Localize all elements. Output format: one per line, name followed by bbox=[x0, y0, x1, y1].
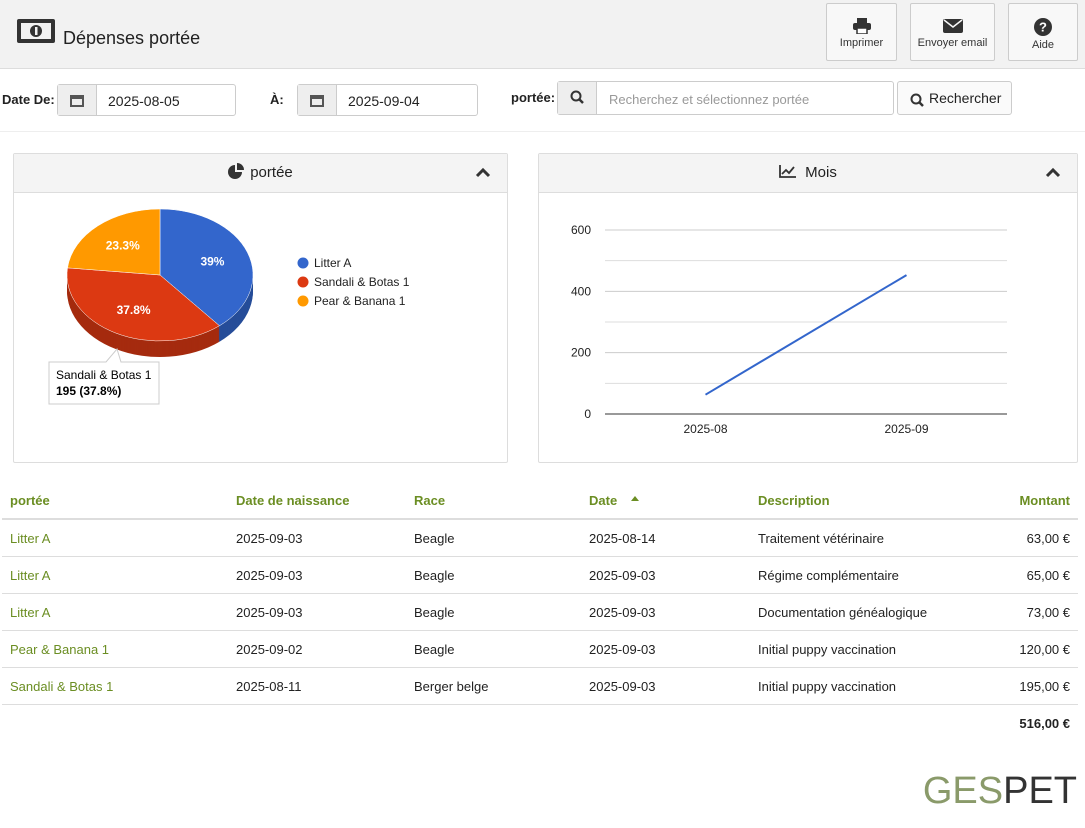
logo-part: PET bbox=[1003, 770, 1077, 812]
pie-panel: portée bbox=[13, 153, 508, 463]
line-icon bbox=[779, 165, 797, 178]
collapse-icon[interactable] bbox=[475, 167, 491, 178]
table-cell: 73,00 € bbox=[1026, 605, 1070, 620]
collapse-icon[interactable] bbox=[1045, 167, 1061, 178]
filter-label: À: bbox=[270, 92, 284, 107]
filter-label: portée: bbox=[511, 90, 556, 105]
sort-arrow bbox=[631, 496, 639, 501]
total-amount: 516,00 € bbox=[1019, 716, 1070, 731]
panel-title: Mois bbox=[805, 164, 837, 181]
pie-icon bbox=[228, 163, 245, 179]
email-button[interactable]: Envoyer email bbox=[910, 3, 995, 61]
email-icon bbox=[942, 19, 963, 33]
column-header[interactable]: Montant bbox=[1019, 493, 1070, 508]
button-label: Envoyer email bbox=[917, 37, 988, 49]
column-header[interactable]: Description bbox=[758, 493, 830, 508]
svg-text:?: ? bbox=[1039, 20, 1047, 35]
print-button[interactable]: Imprimer bbox=[826, 3, 897, 61]
table-cell: 2025-09-03 bbox=[236, 605, 303, 620]
table-row: Litter A 2025-09-03 Beagle 2025-08-14 Traite… bbox=[2, 520, 1078, 557]
litter-link[interactable]: Litter A bbox=[10, 605, 51, 620]
column-header[interactable]: Race bbox=[414, 493, 446, 508]
logo-part: GES bbox=[922, 770, 1004, 812]
table-cell: Documentation généalogique bbox=[758, 605, 928, 620]
calendar-addon bbox=[58, 85, 97, 115]
table-cell: 2025-09-03 bbox=[589, 642, 656, 657]
total-row: 516,00 € bbox=[2, 705, 1078, 741]
date-value: 2025-09-04 bbox=[348, 93, 420, 109]
divider bbox=[0, 131, 1085, 132]
table-cell: 2025-08-11 bbox=[236, 679, 302, 694]
table-cell: 2025-09-02 bbox=[236, 642, 303, 657]
line-panel: Mois bbox=[538, 153, 1078, 463]
table-cell: 65,00 € bbox=[1026, 568, 1070, 583]
litter-link[interactable]: Litter A bbox=[10, 531, 51, 546]
litter-link[interactable]: Litter A bbox=[10, 568, 51, 583]
table-row: Sandali & Botas 1 2025-08-11 Berger belge 2… bbox=[2, 668, 1078, 705]
calendar-addon bbox=[298, 85, 337, 115]
litter-search-input[interactable]: Recherchez et sélectionnez portée bbox=[557, 81, 894, 115]
expense-table: portée Date de naissance Race Date Descripti… bbox=[2, 482, 1078, 741]
help-button[interactable]: ? Aide bbox=[1008, 3, 1078, 61]
column-header[interactable]: portée bbox=[10, 493, 50, 508]
table-cell: 2025-09-03 bbox=[589, 568, 656, 583]
table-row: Litter A 2025-09-03 Beagle 2025-09-03 Docume… bbox=[2, 594, 1078, 631]
table-cell: Traitement vétérinaire bbox=[758, 531, 884, 546]
panel-header: portée bbox=[14, 154, 507, 193]
help-icon: ? bbox=[1034, 18, 1052, 36]
filter-label: Date De: bbox=[2, 92, 55, 107]
table-cell: Beagle bbox=[414, 605, 455, 620]
table-cell: Beagle bbox=[414, 531, 455, 546]
table-cell: 2025-08-14 bbox=[589, 531, 656, 546]
panel-header: Mois bbox=[539, 154, 1077, 193]
litter-link[interactable]: Sandali & Botas 1 bbox=[10, 679, 114, 694]
table-cell: Beagle bbox=[414, 568, 455, 583]
table-header: portée Date de naissance Race Date Descripti… bbox=[2, 482, 1078, 520]
table-cell: Initial puppy vaccination bbox=[758, 679, 897, 694]
date-to-input[interactable]: 2025-09-04 bbox=[297, 84, 478, 116]
button-label: Rechercher bbox=[929, 90, 1002, 106]
table-cell: 2025-09-03 bbox=[589, 605, 656, 620]
table-cell: Initial puppy vaccination bbox=[758, 642, 897, 657]
money-icon bbox=[17, 19, 55, 43]
column-header[interactable]: Date de naissance bbox=[236, 493, 350, 508]
table-cell: 63,00 € bbox=[1026, 531, 1070, 546]
table-cell: 2025-09-03 bbox=[236, 568, 303, 583]
top-bar: Dépenses portée Imprimer Envoyer email ?… bbox=[0, 0, 1085, 69]
table-row: Litter A 2025-09-03 Beagle 2025-09-03 Régime… bbox=[2, 557, 1078, 594]
litter-link[interactable]: Pear & Banana 1 bbox=[10, 642, 110, 657]
table-cell: Berger belge bbox=[414, 679, 489, 694]
date-from-input[interactable]: 2025-08-05 bbox=[57, 84, 236, 116]
table-row: Pear & Banana 1 2025-09-02 Beagle 2025-09-0… bbox=[2, 631, 1078, 668]
print-icon bbox=[852, 18, 871, 34]
table-cell: Régime complémentaire bbox=[758, 568, 899, 583]
table-cell: 2025-09-03 bbox=[589, 679, 656, 694]
page-title: Dépenses portée bbox=[63, 28, 201, 48]
date-value: 2025-08-05 bbox=[108, 93, 180, 109]
search-button[interactable]: Rechercher bbox=[897, 81, 1012, 115]
table-cell: Beagle bbox=[414, 642, 455, 657]
table-cell: 2025-09-03 bbox=[236, 531, 303, 546]
search-icon bbox=[910, 93, 924, 107]
logo: GESPET bbox=[923, 770, 1077, 813]
button-label: Aide bbox=[1031, 39, 1055, 51]
table-cell: 120,00 € bbox=[1019, 642, 1070, 657]
placeholder: Recherchez et sélectionnez portée bbox=[609, 92, 810, 107]
search-addon bbox=[558, 82, 597, 114]
panel-title: portée bbox=[250, 164, 293, 181]
table-cell: 195,00 € bbox=[1019, 679, 1070, 694]
column-header[interactable]: Date bbox=[589, 493, 618, 508]
button-label: Imprimer bbox=[839, 37, 884, 49]
